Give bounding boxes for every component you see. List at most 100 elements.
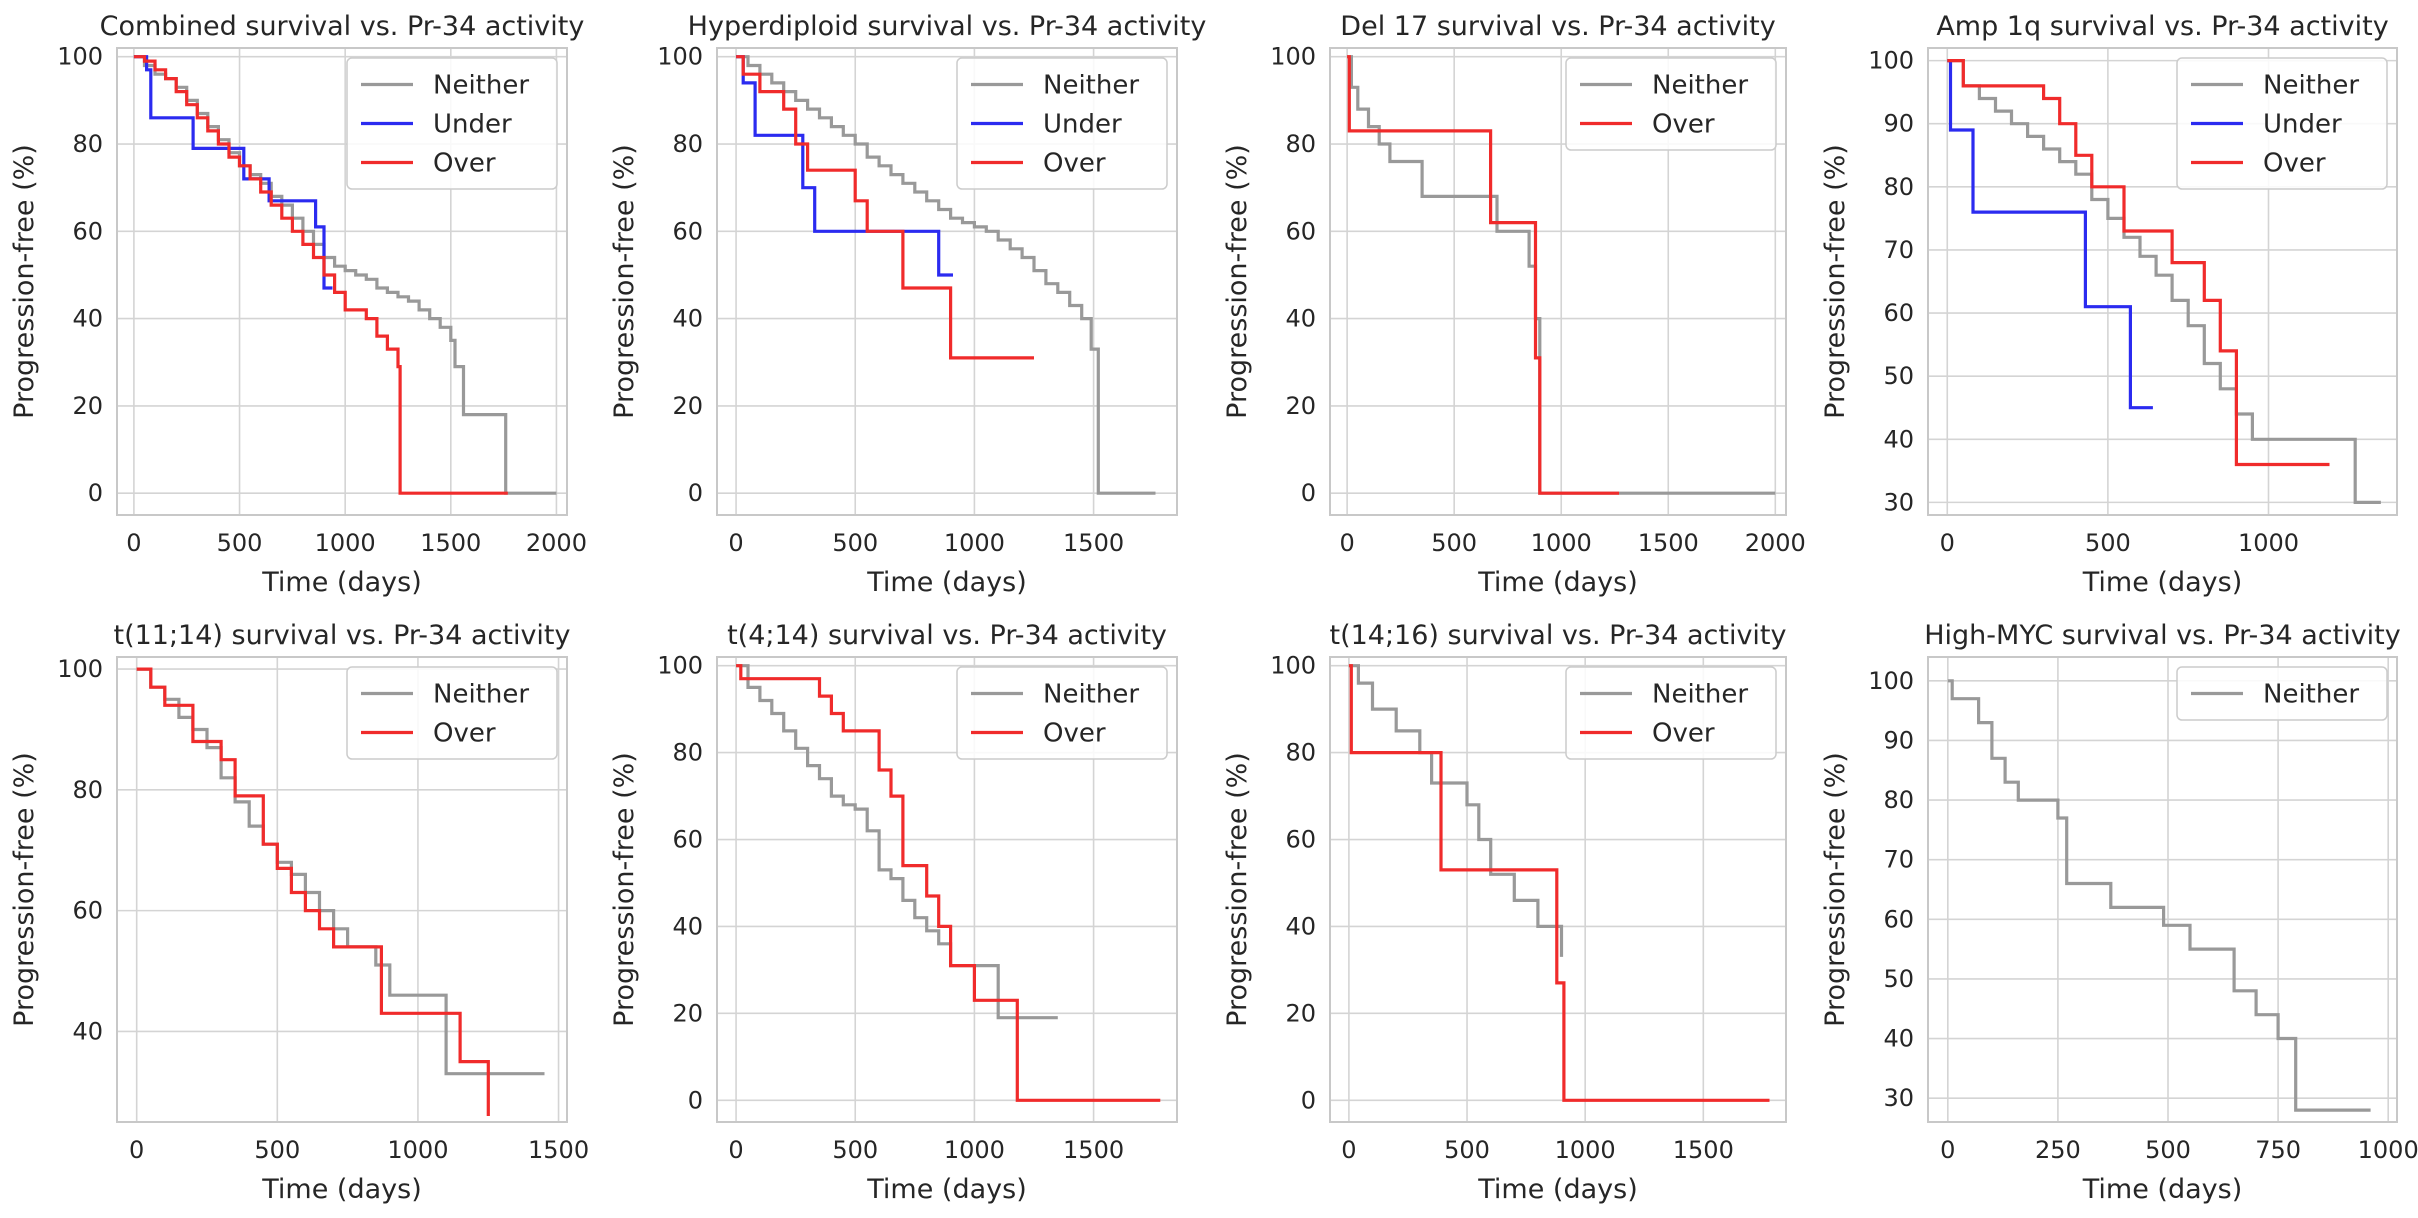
legend: Neither	[2176, 666, 2388, 721]
legend-label-over: Over	[1043, 719, 1106, 749]
y-tick-label: 0	[1301, 479, 1316, 507]
x-tick-label: 1000	[1555, 1136, 1616, 1164]
x-tick-label: 1000	[2238, 529, 2299, 557]
y-tick-label: 80	[1285, 130, 1316, 158]
y-tick-label: 100	[1270, 652, 1316, 680]
series-over-line	[136, 667, 490, 1116]
series-over-line	[1947, 59, 2330, 467]
legend-label-over: Over	[1652, 110, 1715, 140]
x-axis-label: Time (days)	[866, 1174, 1026, 1205]
x-tick-label: 1500	[420, 529, 481, 557]
x-tick-label: 2000	[1745, 529, 1806, 557]
y-tick-label: 40	[1285, 912, 1316, 940]
legend-label-under: Under	[433, 110, 512, 140]
x-tick-label: 0	[126, 529, 141, 557]
x-axis-label: Time (days)	[261, 1174, 421, 1205]
x-tick-label: 1000	[944, 1136, 1005, 1164]
series-neither-line	[736, 55, 1156, 495]
legend-label-under: Under	[2263, 110, 2342, 140]
y-tick-label: 80	[72, 776, 103, 804]
series-neither-line	[1348, 664, 1564, 957]
series-over-line	[736, 664, 1161, 1102]
series-over-line	[736, 55, 1034, 360]
legend-box	[956, 57, 1168, 190]
x-tick-label: 1000	[1531, 529, 1592, 557]
legend: Neither Under Over	[2176, 57, 2388, 190]
y-tick-label: 60	[72, 897, 103, 925]
y-tick-label: 40	[1883, 425, 1914, 453]
legend-box	[346, 57, 558, 190]
axes-frame	[116, 656, 568, 1123]
y-tick-label: 100	[1868, 47, 1914, 75]
y-tick-label: 80	[72, 130, 103, 158]
x-tick-label: 0	[129, 1136, 144, 1164]
x-tick-label: 1000	[944, 529, 1005, 557]
y-tick-label: 0	[688, 1086, 703, 1114]
series-under-line	[1947, 59, 2153, 410]
y-axis-label: Progression-free (%)	[609, 752, 640, 1027]
x-tick-label: 1500	[1063, 529, 1124, 557]
y-tick-label: 90	[1883, 110, 1914, 138]
y-axis-label: Progression-free (%)	[609, 144, 640, 419]
y-tick-label: 40	[1285, 305, 1316, 333]
x-tick-label: 0	[1940, 529, 1955, 557]
x-tick-label: 0	[1940, 1136, 1955, 1164]
y-tick-label: 80	[1883, 786, 1914, 814]
x-tick-label: 0	[728, 1136, 743, 1164]
x-tick-label: 500	[2085, 529, 2131, 557]
y-tick-label: 40	[1883, 1025, 1914, 1053]
legend: Neither Over	[1565, 666, 1777, 760]
series-over-line	[1348, 664, 1770, 1102]
y-tick-label: 80	[1883, 173, 1914, 201]
x-tick-label: 500	[1444, 1136, 1490, 1164]
y-tick-label: 100	[1270, 43, 1316, 71]
x-tick-label: 0	[1341, 1136, 1356, 1164]
x-axis-label: Time (days)	[1477, 1174, 1637, 1205]
y-axis-label: Progression-free (%)	[9, 144, 40, 419]
series-under-line	[736, 55, 953, 277]
legend-box	[956, 666, 1168, 760]
x-tick-label: 250	[2035, 1136, 2081, 1164]
y-tick-label: 60	[1285, 217, 1316, 245]
y-axis-label: Progression-free (%)	[1820, 144, 1851, 419]
axes-frame	[716, 656, 1178, 1123]
x-axis-label: Time (days)	[1477, 567, 1637, 598]
x-tick-label: 1500	[1063, 1136, 1124, 1164]
chart-title: High-MYC survival vs. Pr-34 activity	[1924, 620, 2401, 651]
y-tick-label: 100	[1868, 667, 1914, 695]
legend: Neither Over	[1565, 57, 1777, 151]
y-tick-label: 60	[1883, 299, 1914, 327]
y-tick-label: 30	[1883, 1084, 1914, 1112]
legend-box	[1565, 666, 1777, 760]
legend-label-over: Over	[433, 719, 496, 749]
legend: Neither Under Over	[346, 57, 558, 190]
axes-frame	[1329, 47, 1787, 516]
x-tick-label: 500	[832, 529, 878, 557]
y-tick-label: 0	[688, 479, 703, 507]
y-tick-label: 50	[1883, 362, 1914, 390]
axes-frame	[116, 47, 568, 516]
y-tick-label: 20	[672, 999, 703, 1027]
legend-box	[2176, 57, 2388, 190]
chart-title: Hyperdiploid survival vs. Pr-34 activity	[688, 11, 1207, 42]
y-tick-label: 20	[1285, 999, 1316, 1027]
y-tick-label: 90	[1883, 726, 1914, 754]
chart-title: t(11;14) survival vs. Pr-34 activity	[113, 620, 570, 651]
series-neither-line	[736, 664, 1058, 1020]
x-tick-label: 0	[1339, 529, 1354, 557]
legend-label-neither: Neither	[1652, 71, 1748, 101]
y-axis-label: Progression-free (%)	[1222, 144, 1253, 419]
y-tick-label: 20	[672, 392, 703, 420]
y-tick-label: 30	[1883, 488, 1914, 516]
y-tick-label: 80	[672, 130, 703, 158]
legend-label-under: Under	[1043, 110, 1122, 140]
series-under-line	[133, 55, 333, 290]
x-axis-label: Time (days)	[2082, 567, 2242, 598]
y-tick-label: 20	[1285, 392, 1316, 420]
